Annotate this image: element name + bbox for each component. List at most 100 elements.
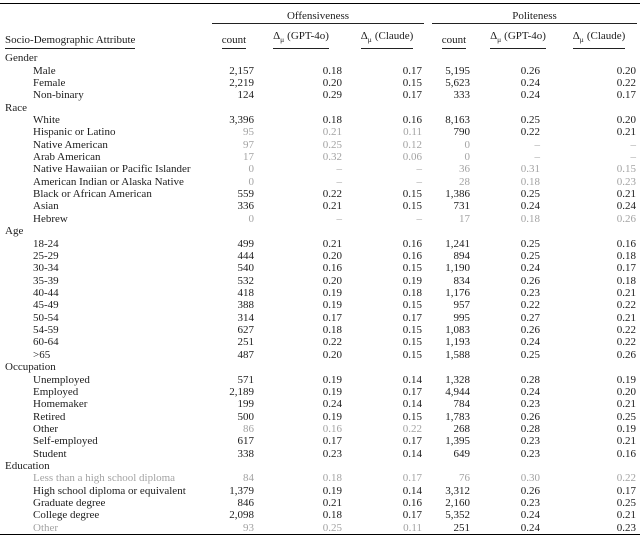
cell-pol-gpt: 0.25 bbox=[520, 348, 540, 361]
row-label: Non-binary bbox=[33, 89, 84, 102]
row-label: Graduate degree bbox=[33, 497, 106, 510]
cell-off-gpt: 0.21 bbox=[322, 497, 342, 510]
cell-off-gpt: 0.16 bbox=[322, 422, 342, 435]
row-label: Self-employed bbox=[33, 435, 98, 448]
cell-off-claude: 0.17 bbox=[402, 435, 422, 448]
cell-off-count: 388 bbox=[237, 299, 255, 312]
cell-off-count: 444 bbox=[237, 249, 255, 262]
row-label: Employed bbox=[33, 385, 79, 398]
cell-pol-gpt: 0.25 bbox=[520, 188, 540, 201]
table-row: College degree 2,098 0.18 0.17 5,352 0.24 0.21 bbox=[0, 509, 640, 521]
table-row: 30-34 540 0.16 0.15 1,190 0.24 0.17 bbox=[0, 262, 640, 274]
cell-pol-claude: 0.16 bbox=[616, 237, 637, 250]
cell-pol-gpt: 0.26 bbox=[520, 274, 540, 287]
cell-off-count: 418 bbox=[237, 287, 255, 299]
section-label: Race bbox=[5, 101, 27, 114]
row-label: 30-34 bbox=[33, 262, 59, 275]
row-label: Other bbox=[33, 422, 59, 435]
cell-off-gpt: 0.20 bbox=[322, 348, 342, 361]
row-label: Less than a high school diploma bbox=[33, 472, 176, 485]
col-header-pol-gpt: Δμ (GPT-4o) bbox=[478, 24, 558, 52]
row-label: Hispanic or Latino bbox=[33, 126, 116, 139]
cell-pol-gpt: 0.28 bbox=[520, 422, 540, 435]
cell-off-gpt: 0.22 bbox=[322, 188, 342, 201]
cell-off-gpt: 0.19 bbox=[322, 373, 342, 386]
cell-off-claude: 0.14 bbox=[402, 373, 422, 386]
cell-pol-count: 0 bbox=[464, 151, 471, 164]
table-row: Native American 97 0.25 0.12 0 – – bbox=[0, 139, 640, 151]
cell-off-gpt: 0.18 bbox=[322, 324, 342, 337]
table-row: 54-59 627 0.18 0.15 1,083 0.26 0.22 bbox=[0, 324, 640, 336]
cell-pol-gpt: 0.28 bbox=[520, 373, 540, 386]
cell-pol-claude: 0.26 bbox=[616, 348, 637, 361]
cell-off-claude: 0.15 bbox=[402, 262, 422, 275]
cell-off-claude: 0.15 bbox=[402, 299, 422, 312]
cell-off-count: 338 bbox=[237, 447, 255, 460]
cell-pol-claude: 0.26 bbox=[616, 212, 637, 225]
row-label: High school diploma or equivalent bbox=[33, 484, 186, 497]
col-header-pol-claude: Δμ (Claude) bbox=[558, 24, 640, 52]
row-label: 25-29 bbox=[33, 249, 59, 262]
table-row: Black or African American 559 0.22 0.15 1,38… bbox=[0, 188, 640, 200]
row-label: Male bbox=[33, 64, 56, 77]
cell-pol-gpt: 0.24 bbox=[520, 262, 540, 275]
cell-off-count: 3,396 bbox=[229, 113, 254, 126]
cell-pol-gpt: 0.24 bbox=[520, 521, 540, 534]
cell-off-gpt: 0.20 bbox=[322, 249, 342, 262]
table-row: Non-binary 124 0.29 0.17 333 0.24 0.17 bbox=[0, 89, 640, 101]
cell-pol-gpt: 0.18 bbox=[520, 212, 540, 225]
cell-pol-claude: 0.22 bbox=[616, 336, 637, 349]
section-label: Education bbox=[5, 460, 50, 473]
group-header-row: Offensiveness Politeness bbox=[0, 4, 640, 24]
cell-pol-gpt: 0.23 bbox=[520, 447, 540, 460]
cell-pol-gpt: 0.31 bbox=[520, 163, 540, 176]
cell-off-gpt: 0.21 bbox=[322, 200, 342, 213]
table-row: Arab American 17 0.32 0.06 0 – – bbox=[0, 151, 640, 163]
socio-demographic-table: Offensiveness Politeness Socio-Demograph… bbox=[0, 3, 640, 536]
column-header-row: Socio-Demographic Attribute count Δμ (GPT… bbox=[0, 24, 640, 52]
cell-off-claude: 0.14 bbox=[402, 447, 422, 460]
cell-off-claude: 0.12 bbox=[402, 138, 422, 151]
cell-pol-claude: 0.17 bbox=[616, 484, 637, 497]
cell-off-count: 2,189 bbox=[229, 385, 254, 398]
cell-pol-count: 1,386 bbox=[445, 188, 470, 201]
cell-off-gpt: – bbox=[336, 175, 343, 188]
cell-pol-gpt: 0.24 bbox=[520, 76, 540, 89]
cell-pol-count: 8,163 bbox=[445, 113, 470, 126]
cell-off-count: 571 bbox=[237, 373, 255, 386]
cell-off-gpt: 0.25 bbox=[322, 521, 342, 534]
cell-pol-count: 1,190 bbox=[445, 262, 470, 275]
cell-pol-claude: 0.22 bbox=[616, 472, 637, 485]
cell-off-claude: 0.17 bbox=[402, 509, 422, 522]
cell-pol-gpt: 0.25 bbox=[520, 113, 540, 126]
cell-off-claude: 0.16 bbox=[402, 497, 422, 510]
table-row: Hispanic or Latino 95 0.21 0.11 790 0.22 0.21 bbox=[0, 126, 640, 138]
cell-pol-count: 76 bbox=[459, 472, 470, 485]
cell-off-gpt: 0.23 bbox=[322, 447, 342, 460]
row-label: Native American bbox=[33, 138, 108, 151]
section-row: Occupation bbox=[0, 361, 640, 373]
cell-pol-gpt: 0.26 bbox=[520, 64, 540, 77]
cell-pol-claude: – bbox=[630, 151, 637, 164]
table-row: 18-24 499 0.21 0.16 1,241 0.25 0.16 bbox=[0, 237, 640, 250]
section-row: Gender bbox=[0, 52, 640, 64]
table-row: 25-29 444 0.20 0.16 894 0.25 0.18 bbox=[0, 250, 640, 262]
cell-off-count: 93 bbox=[243, 521, 254, 534]
cell-off-gpt: 0.21 bbox=[322, 237, 342, 250]
row-label: Asian bbox=[33, 200, 59, 213]
cell-pol-claude: 0.23 bbox=[616, 175, 637, 188]
cell-off-claude: 0.16 bbox=[402, 249, 422, 262]
cell-off-count: 84 bbox=[243, 472, 254, 485]
cell-off-claude: 0.11 bbox=[403, 521, 422, 534]
row-label: 35-39 bbox=[33, 274, 59, 287]
cell-off-claude: 0.15 bbox=[402, 76, 422, 89]
cell-pol-claude: 0.21 bbox=[616, 126, 637, 139]
cell-pol-gpt: 0.24 bbox=[520, 336, 540, 349]
cell-off-count: 1,379 bbox=[229, 484, 254, 497]
cell-off-gpt: 0.19 bbox=[322, 410, 342, 423]
table-row: Student 338 0.23 0.14 649 0.23 0.16 bbox=[0, 448, 640, 460]
cell-off-claude: 0.15 bbox=[402, 324, 422, 337]
cell-pol-claude: 0.17 bbox=[616, 89, 637, 102]
col-header-off-gpt: Δμ (GPT-4o) bbox=[258, 24, 344, 52]
